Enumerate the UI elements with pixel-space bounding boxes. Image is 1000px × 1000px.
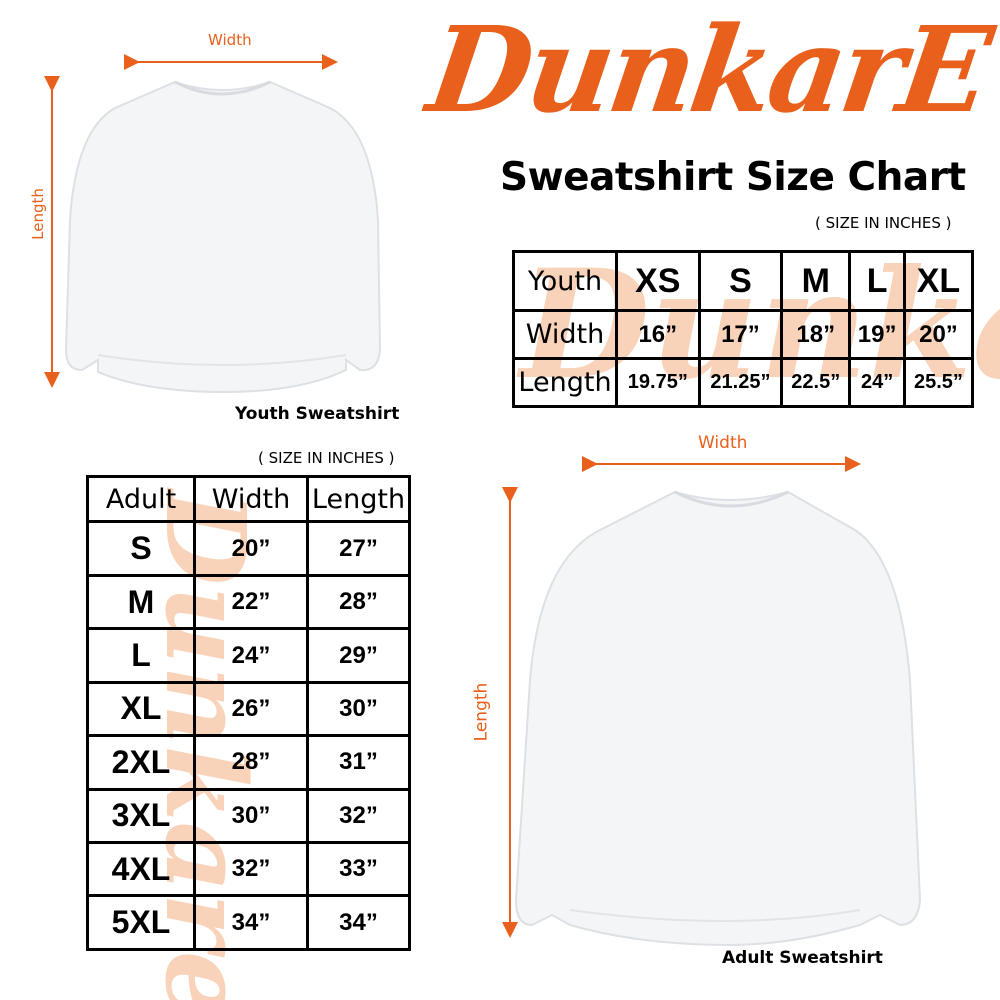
youth-size-table: Youth XS S M L XL Width 16” 17” 18” 19” … — [512, 249, 975, 408]
table-cell: 30” — [193, 787, 309, 845]
table-cell: 29” — [306, 627, 411, 684]
youth-units-note: ( SIZE IN INCHES ) — [815, 214, 952, 232]
table-cell: 28” — [306, 573, 411, 631]
brand-logo: DunkarE — [420, 0, 997, 139]
table-cell: 30” — [306, 680, 411, 738]
table-cell: 32” — [193, 841, 309, 898]
table-cell: 26” — [193, 680, 309, 738]
table-cell: 22” — [193, 573, 309, 631]
table-row: 2XL 28” 31” — [86, 734, 411, 791]
row-label: XL — [86, 680, 196, 738]
table-cell: 24” — [848, 357, 906, 408]
adult-caption: Adult Sweatshirt — [722, 948, 883, 968]
table-row: S 20” 27” — [86, 520, 411, 577]
row-label: 4XL — [86, 841, 196, 898]
row-label: S — [86, 520, 196, 577]
header-cell: Length — [306, 474, 411, 524]
table-row: Width 16” 17” 18” 19” 20” — [512, 309, 975, 361]
adult-sweatshirt-image — [502, 456, 922, 947]
adult-units-note: ( SIZE IN INCHES ) — [258, 449, 395, 467]
table-row: XL 26” 30” — [86, 680, 411, 738]
page-title: Sweatshirt Size Chart — [500, 155, 966, 200]
table-cell: 18” — [780, 309, 852, 361]
header-cell: XL — [902, 249, 975, 313]
header-cell: Adult — [86, 474, 196, 524]
table-cell: 19” — [848, 309, 906, 361]
adult-length-label: Length — [471, 682, 492, 742]
header-cell: Width — [193, 474, 309, 524]
row-label: 3XL — [86, 787, 196, 845]
table-cell: 17” — [697, 309, 784, 361]
table-header-row: Adult Width Length — [86, 474, 411, 524]
table-row: Length 19.75” 21.25” 22.5” 24” 25.5” — [512, 357, 975, 408]
youth-caption: Youth Sweatshirt — [235, 404, 400, 424]
header-cell: Youth — [512, 249, 618, 313]
table-cell: 21.25” — [697, 357, 784, 408]
table-cell: 24” — [193, 627, 309, 684]
row-label: Width — [512, 309, 618, 361]
table-cell: 20” — [193, 520, 309, 577]
header-cell: S — [697, 249, 784, 313]
table-row: 5XL 34” 34” — [86, 894, 411, 951]
table-cell: 19.75” — [615, 357, 701, 408]
table-row: L 24” 29” — [86, 627, 411, 684]
youth-width-label: Width — [208, 31, 252, 49]
table-cell: 31” — [306, 734, 411, 791]
adult-width-label: Width — [698, 433, 748, 453]
table-row: 4XL 32” 33” — [86, 841, 411, 898]
row-label: M — [86, 573, 196, 631]
table-cell: 32” — [306, 787, 411, 845]
youth-length-label: Length — [28, 188, 47, 240]
table-cell: 28” — [193, 734, 309, 791]
row-label: L — [86, 627, 196, 684]
table-cell: 27” — [306, 520, 411, 577]
table-header-row: Youth XS S M L XL — [512, 249, 975, 313]
table-row: 3XL 30” 32” — [86, 787, 411, 845]
table-row: M 22” 28” — [86, 573, 411, 631]
row-label: Length — [512, 357, 618, 408]
table-cell: 22.5” — [780, 357, 852, 408]
adult-size-table: Adult Width Length S 20” 27” M 22” 28” L 24” 29”… — [86, 474, 411, 951]
header-cell: M — [780, 249, 852, 313]
table-cell: 25.5” — [902, 357, 975, 408]
header-cell: XS — [615, 249, 701, 313]
row-label: 2XL — [86, 734, 196, 791]
table-cell: 16” — [615, 309, 701, 361]
row-label: 5XL — [86, 894, 196, 951]
table-cell: 33” — [306, 841, 411, 898]
table-cell: 34” — [193, 894, 309, 951]
youth-sweatshirt-image — [44, 54, 382, 394]
header-cell: L — [848, 249, 906, 313]
table-cell: 20” — [902, 309, 975, 361]
table-cell: 34” — [306, 894, 411, 951]
